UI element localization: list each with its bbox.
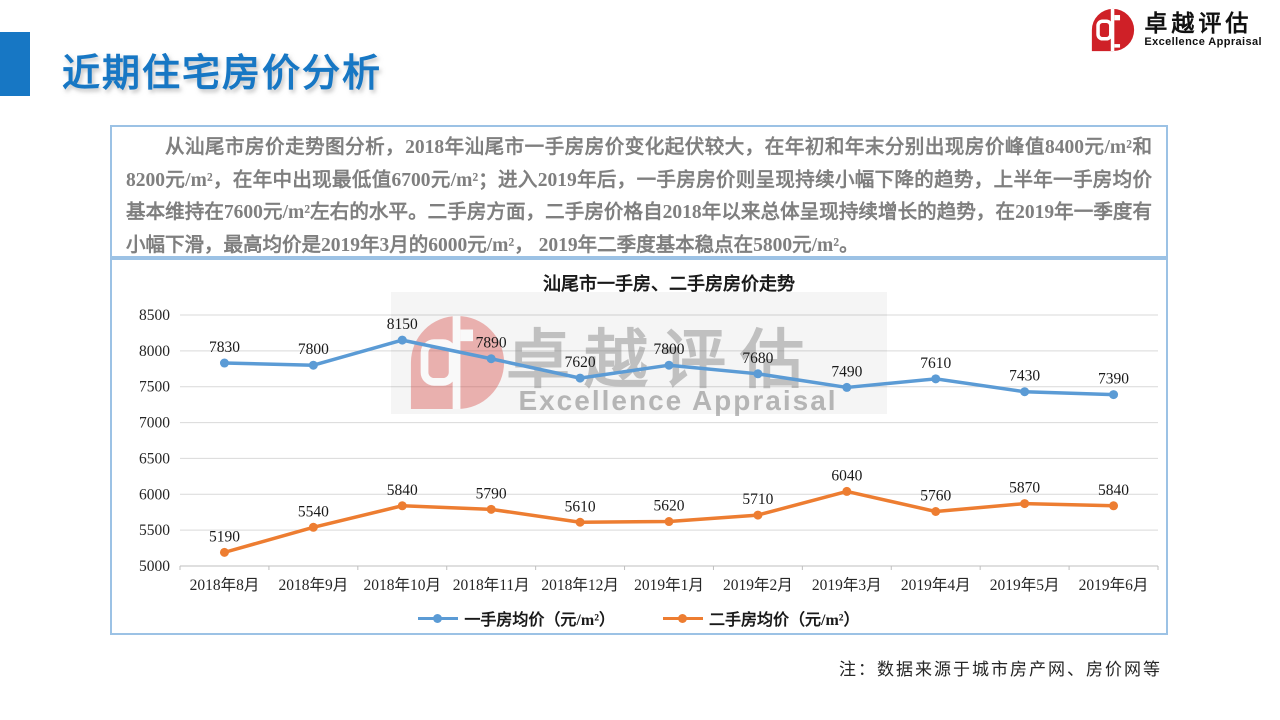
data-point bbox=[1109, 390, 1119, 400]
svg-text:2019年1月: 2019年1月 bbox=[634, 576, 704, 594]
legend-item: 二手房均价（元/m²） bbox=[663, 606, 860, 630]
svg-text:2018年8月: 2018年8月 bbox=[190, 576, 260, 594]
data-label: 7800 bbox=[298, 341, 329, 358]
data-label: 5710 bbox=[742, 491, 773, 508]
data-point bbox=[931, 374, 941, 384]
svg-text:5500: 5500 bbox=[139, 522, 170, 539]
data-point bbox=[397, 501, 407, 511]
data-label: 5840 bbox=[1098, 482, 1129, 499]
data-point bbox=[308, 522, 318, 532]
data-point bbox=[397, 335, 407, 345]
svg-text:2019年2月: 2019年2月 bbox=[723, 576, 793, 594]
title-accent-block bbox=[0, 32, 30, 96]
legend-item: 一手房均价（元/m²） bbox=[418, 606, 615, 630]
svg-text:Excellence Appraisal: Excellence Appraisal bbox=[518, 385, 837, 416]
svg-text:7500: 7500 bbox=[139, 379, 170, 396]
chart-legend: 一手房均价（元/m²） 二手房均价（元/m²） bbox=[112, 604, 1166, 632]
data-label: 8150 bbox=[387, 316, 418, 333]
svg-text:2018年9月: 2018年9月 bbox=[278, 576, 348, 594]
legend-label: 一手房均价（元/m²） bbox=[464, 612, 615, 629]
svg-text:2019年5月: 2019年5月 bbox=[990, 576, 1060, 594]
data-source-note: 注：数据来源于城市房产网、房价网等 bbox=[839, 660, 1162, 679]
data-label: 5190 bbox=[209, 528, 240, 545]
data-label: 5610 bbox=[565, 498, 596, 515]
data-label: 5790 bbox=[476, 485, 507, 502]
data-point bbox=[1109, 501, 1119, 511]
data-point bbox=[1020, 387, 1030, 397]
svg-text:6500: 6500 bbox=[139, 450, 170, 467]
data-point bbox=[575, 373, 585, 383]
svg-text:8500: 8500 bbox=[139, 307, 170, 324]
price-trend-chart-box: 汕尾市一手房、二手房房价走势 5000 5500 6000 6500 7000 7500 80… bbox=[110, 258, 1168, 635]
data-point bbox=[753, 369, 763, 379]
data-label: 5760 bbox=[920, 487, 951, 504]
data-label: 7620 bbox=[565, 354, 596, 371]
data-label: 5540 bbox=[298, 503, 329, 520]
data-point bbox=[1020, 499, 1030, 509]
data-point bbox=[664, 360, 674, 370]
data-label: 5840 bbox=[387, 482, 418, 499]
logo-name-cn: 卓越评估 bbox=[1144, 11, 1253, 36]
svg-text:2019年3月: 2019年3月 bbox=[812, 576, 882, 594]
data-label: 6040 bbox=[831, 467, 862, 484]
price-trend-chart: 汕尾市一手房、二手房房价走势 5000 5500 6000 6500 7000 7500 80… bbox=[139, 273, 1159, 594]
svg-text:2019年4月: 2019年4月 bbox=[901, 576, 971, 594]
summary-paragraph: 从汕尾市房价走势图分析，2018年汕尾市一手房房价变化起伏较大，在年初和年末分别… bbox=[126, 137, 1152, 256]
data-label: 5870 bbox=[1009, 480, 1040, 497]
data-point bbox=[486, 354, 496, 364]
svg-text:2018年10月: 2018年10月 bbox=[364, 576, 442, 594]
chart-title: 汕尾市一手房、二手房房价走势 bbox=[543, 273, 795, 294]
data-point bbox=[308, 360, 318, 370]
data-point bbox=[753, 510, 763, 520]
legend-label: 二手房均价（元/m²） bbox=[709, 612, 860, 629]
data-point bbox=[219, 358, 229, 368]
data-label: 5620 bbox=[654, 498, 685, 515]
data-label: 7890 bbox=[476, 335, 507, 352]
svg-text:2019年6月: 2019年6月 bbox=[1079, 576, 1149, 594]
page-title: 近期住宅房价分析 bbox=[62, 53, 383, 95]
legend-marker-icon bbox=[663, 613, 703, 623]
company-logo: 卓越评估 Excellence Appraisal bbox=[1090, 8, 1262, 52]
svg-text:5000: 5000 bbox=[139, 558, 170, 575]
data-point bbox=[842, 382, 852, 392]
logo-name-en: Excellence Appraisal bbox=[1144, 36, 1262, 48]
data-label: 7680 bbox=[742, 350, 773, 367]
svg-text:8000: 8000 bbox=[139, 343, 170, 360]
legend-marker-icon bbox=[418, 613, 459, 623]
summary-box: 从汕尾市房价走势图分析，2018年汕尾市一手房房价变化起伏较大，在年初和年末分别… bbox=[110, 125, 1168, 258]
data-point bbox=[931, 506, 941, 516]
data-label: 7830 bbox=[209, 339, 240, 356]
data-point bbox=[486, 504, 496, 514]
data-point bbox=[842, 486, 852, 496]
data-point bbox=[664, 517, 674, 527]
data-label: 7390 bbox=[1098, 371, 1129, 388]
data-point bbox=[219, 547, 229, 557]
data-point bbox=[575, 517, 585, 527]
data-label: 7800 bbox=[654, 341, 685, 358]
data-label: 7490 bbox=[831, 363, 862, 380]
logo-text: 卓越评估 Excellence Appraisal bbox=[1144, 11, 1262, 49]
svg-text:6000: 6000 bbox=[139, 486, 170, 503]
data-label: 7430 bbox=[1009, 368, 1040, 385]
svg-text:2018年12月: 2018年12月 bbox=[541, 576, 619, 594]
excellence-appraisal-logo-icon bbox=[1092, 8, 1135, 52]
svg-text:2018年11月: 2018年11月 bbox=[453, 576, 530, 594]
svg-text:7000: 7000 bbox=[139, 415, 170, 432]
data-label: 7610 bbox=[920, 355, 951, 372]
svg-text:卓越评估: 卓越评估 bbox=[506, 325, 818, 396]
